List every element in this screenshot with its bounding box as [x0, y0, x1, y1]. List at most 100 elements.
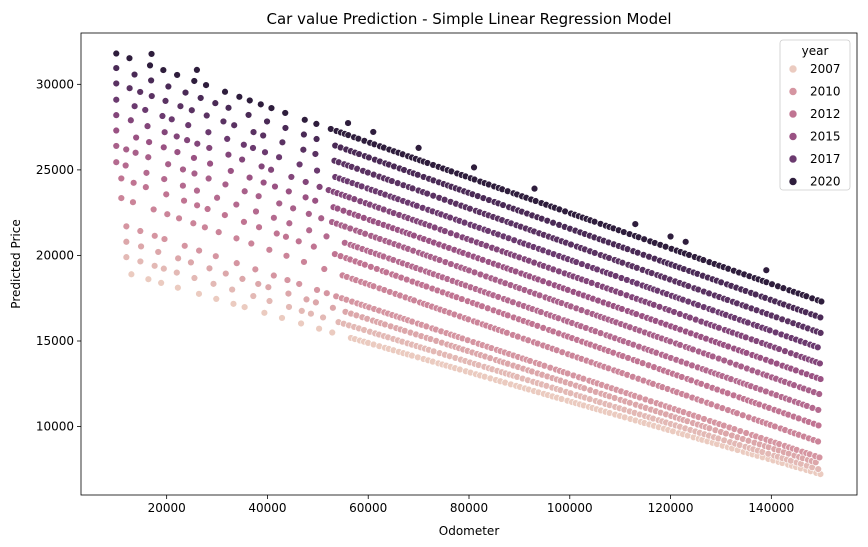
y-tick-label: 25000 [36, 163, 74, 177]
scatter-point [117, 174, 126, 183]
scatter-point [313, 166, 321, 175]
legend-marker [788, 64, 798, 74]
legend-label: 2020 [810, 175, 841, 189]
scatter-point [281, 124, 290, 132]
legend-label: 2015 [810, 130, 841, 144]
scatter-point [315, 183, 324, 191]
scatter-point [301, 116, 309, 124]
scatter-point [247, 239, 256, 248]
legend-marker [788, 87, 798, 96]
scatter-point [146, 61, 154, 70]
scatter-point [229, 300, 238, 308]
scatter-point [112, 126, 120, 135]
scatter-point [112, 49, 120, 58]
legend-title: year [802, 44, 829, 58]
scatter-point [162, 190, 170, 199]
scatter-point [681, 238, 690, 246]
scatter-point [112, 64, 120, 72]
y-tick-label: 20000 [36, 248, 74, 262]
scatter-point [233, 259, 241, 267]
scatter-point [158, 112, 167, 120]
y-tick-label: 10000 [36, 420, 74, 434]
scatter-point [125, 84, 134, 92]
legend-marker [788, 109, 798, 119]
scatter-point [179, 165, 187, 174]
scatter-point [150, 262, 159, 270]
scatter-point [173, 132, 181, 141]
scatter-point [209, 280, 218, 288]
legend-frame [779, 39, 851, 191]
scatter-point [154, 248, 162, 256]
legend-marker [788, 132, 798, 141]
scatter-point [112, 96, 120, 104]
x-tick-label: 100000 [547, 501, 593, 515]
scatter-point [157, 279, 165, 287]
scatter-point [287, 173, 296, 181]
scatter-point [320, 265, 328, 273]
scatter-point [147, 76, 155, 85]
scatter-point [193, 140, 201, 148]
scatter-point [179, 182, 187, 190]
scatter-point [300, 258, 308, 266]
scatter-point [265, 246, 274, 254]
scatter-point [122, 238, 131, 246]
scatter-point [240, 141, 248, 149]
scatter-point [315, 325, 323, 333]
scatter-point [414, 144, 423, 152]
scatter-point [190, 154, 198, 162]
scatter-point [241, 187, 249, 195]
x-axis-ticks: 20000 40000 60000 80000 100000 120000 140000 [148, 495, 794, 515]
scatter-point [285, 303, 293, 311]
scatter-point [285, 219, 294, 227]
scatter-point [312, 120, 321, 128]
scatter-point [240, 218, 248, 226]
scatter-point [175, 214, 183, 222]
scatter-point [204, 174, 213, 183]
scatter-point [257, 100, 265, 109]
scatter-point [244, 111, 253, 119]
scatter-point [127, 270, 136, 278]
scatter-point [205, 144, 213, 152]
scatter-point [160, 143, 168, 151]
legend: year 2007 2010 2012 2015 2017 2020 [779, 39, 851, 191]
scatter-point [181, 242, 189, 250]
scatter-point [249, 144, 257, 152]
scatter-point [145, 138, 153, 146]
scatter-point [814, 437, 822, 446]
scatter-point [317, 214, 325, 222]
x-tick-label: 20000 [148, 501, 186, 515]
scatter-point [136, 227, 145, 235]
scatter-point [147, 50, 156, 58]
scatter-point [219, 117, 228, 126]
scatter-point [213, 194, 221, 202]
scatter-point [144, 153, 152, 161]
scatter-point [249, 292, 257, 300]
scatter-point [184, 121, 192, 129]
scatter-point [282, 252, 291, 260]
scatter-point [203, 205, 212, 213]
scatter-point [254, 192, 263, 200]
scatter-point [131, 149, 140, 157]
scatter-point [187, 258, 195, 267]
scatter-point [160, 235, 169, 243]
scatter-point [298, 307, 306, 315]
scatter-point [160, 128, 169, 136]
data-points [112, 49, 826, 478]
scatter-point [224, 151, 233, 159]
legend-label: 2007 [810, 62, 841, 76]
scatter-point [112, 158, 120, 166]
scatter-point [173, 148, 182, 156]
scatter-point [301, 193, 310, 202]
scatter-point [122, 253, 131, 261]
scatter-point [255, 223, 263, 231]
scatter-point [144, 275, 153, 283]
scatter-point [814, 406, 822, 414]
scatter-point [299, 146, 308, 154]
scatter-point [246, 96, 254, 105]
scatter-point [230, 121, 238, 129]
scatter-point [312, 135, 321, 143]
scatter-point [305, 226, 313, 234]
scatter-point [190, 169, 199, 178]
scatter-point [151, 232, 159, 240]
